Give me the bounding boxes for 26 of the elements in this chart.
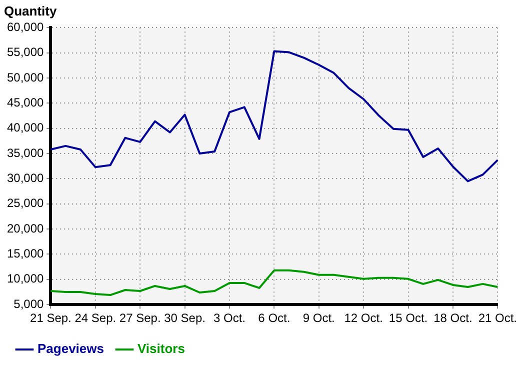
x-tick-label: 12 Oct. [344, 311, 383, 326]
legend-label: Pageviews [38, 341, 104, 356]
y-tick-label: 5,000 [14, 296, 44, 311]
y-tick-label: 20,000 [7, 221, 44, 236]
y-tick-label: 30,000 [7, 171, 44, 186]
x-tick-label: 6 Oct. [258, 311, 290, 326]
y-tick-label: 40,000 [7, 120, 44, 135]
x-tick-label: 21 Sep. [30, 311, 72, 326]
y-tick-label: 35,000 [7, 146, 44, 160]
x-tick-label: 30 Sep. [164, 311, 206, 326]
legend-label: Visitors [137, 341, 185, 356]
y-tick-label: 50,000 [7, 70, 44, 84]
y-tick-label: 55,000 [7, 45, 44, 60]
y-tick-label: 10,000 [7, 272, 44, 286]
x-tick-label: 21 Oct. [478, 311, 517, 326]
x-tick-label: 27 Sep. [119, 311, 161, 326]
y-tick-label: 15,000 [7, 246, 44, 261]
x-tick-label: 15 Oct. [388, 311, 428, 326]
y-tick-label: 60,000 [7, 20, 44, 34]
x-tick-label: 18 Oct. [434, 311, 472, 326]
y-axis-title: Quantity [4, 3, 58, 18]
y-tick-label: 25,000 [7, 196, 44, 210]
x-tick-label: 9 Oct. [302, 311, 335, 326]
x-tick-label: 24 Sep. [74, 311, 116, 326]
x-tick-label: 3 Oct. [213, 311, 246, 326]
y-tick-label: 45,000 [7, 95, 44, 110]
